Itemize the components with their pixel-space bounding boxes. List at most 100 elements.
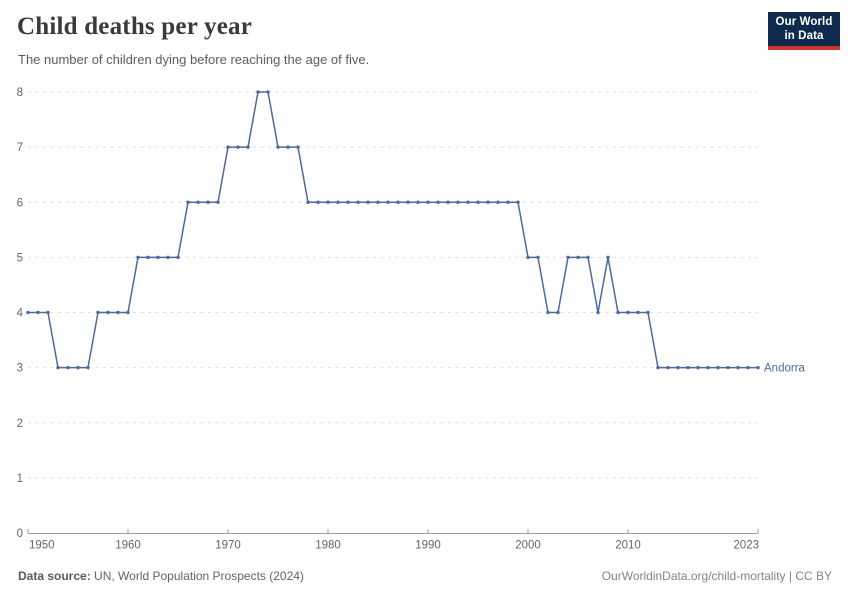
owid-logo[interactable]: Our World in Data <box>768 12 840 50</box>
data-point[interactable] <box>46 310 50 315</box>
chart-footer: Data source: UN, World Population Prospe… <box>18 569 832 583</box>
data-point[interactable] <box>126 310 130 315</box>
data-point[interactable] <box>626 310 630 315</box>
data-point[interactable] <box>516 200 520 204</box>
data-point[interactable] <box>226 145 230 149</box>
data-point[interactable] <box>656 365 660 370</box>
data-point[interactable] <box>716 365 720 370</box>
data-point[interactable] <box>176 255 180 260</box>
data-point[interactable] <box>436 200 440 204</box>
data-point[interactable] <box>86 365 90 370</box>
data-point[interactable] <box>596 310 600 315</box>
data-point[interactable] <box>306 200 310 204</box>
data-point[interactable] <box>236 145 240 149</box>
data-point[interactable] <box>156 255 160 260</box>
data-point[interactable] <box>746 365 750 370</box>
data-point[interactable] <box>686 365 690 370</box>
data-point[interactable] <box>476 200 480 204</box>
data-point[interactable] <box>116 310 120 315</box>
data-point[interactable] <box>286 145 290 149</box>
x-tick-label: 1990 <box>415 540 441 552</box>
owid-logo-box: Our World in Data <box>768 12 840 46</box>
credit-link[interactable]: OurWorldinData.org/child-mortality | CC … <box>601 569 832 583</box>
data-point[interactable] <box>586 255 590 260</box>
data-point[interactable] <box>576 255 580 260</box>
data-point[interactable] <box>36 310 40 315</box>
data-point[interactable] <box>676 365 680 370</box>
data-point[interactable] <box>256 90 260 94</box>
data-point[interactable] <box>546 310 550 315</box>
data-point[interactable] <box>666 365 670 370</box>
axes: 0 1 2 3 4 5 6 7 8 1950 1960 1970 1980 1990 2000 2010 202… <box>17 87 759 552</box>
data-source-note: Data source: UN, World Population Prospe… <box>18 569 304 583</box>
x-tick-label: 1980 <box>315 540 341 552</box>
data-point[interactable] <box>146 255 150 260</box>
data-point[interactable] <box>426 200 430 204</box>
data-point[interactable] <box>336 200 340 204</box>
data-point[interactable] <box>606 255 610 260</box>
y-tick-label: 2 <box>17 418 23 430</box>
data-point[interactable] <box>756 365 760 370</box>
data-point[interactable] <box>406 200 410 204</box>
chart-title: Child deaths per year <box>17 13 252 40</box>
data-point[interactable] <box>106 310 110 315</box>
data-point[interactable] <box>396 200 400 204</box>
gridlines <box>28 91 758 479</box>
data-source-label: Data source: <box>18 569 91 583</box>
data-point[interactable] <box>496 200 500 204</box>
y-tick-label: 1 <box>17 473 23 485</box>
data-point[interactable] <box>66 365 70 370</box>
data-point[interactable] <box>96 310 100 315</box>
data-point[interactable] <box>246 145 250 149</box>
data-point[interactable] <box>486 200 490 204</box>
entity-label-andorra[interactable]: Andorra <box>764 363 806 375</box>
data-point[interactable] <box>456 200 460 204</box>
series-line[interactable] <box>27 91 759 369</box>
data-point[interactable] <box>346 200 350 204</box>
data-point[interactable] <box>166 255 170 260</box>
data-point[interactable] <box>466 200 470 204</box>
data-point[interactable] <box>646 310 650 315</box>
logo-red-bar <box>768 46 840 50</box>
data-point[interactable] <box>266 90 270 94</box>
data-point[interactable] <box>706 365 710 370</box>
data-point[interactable] <box>696 365 700 370</box>
data-point[interactable] <box>616 310 620 315</box>
data-source-value: UN, World Population Prospects (2024) <box>94 569 304 583</box>
y-tick-label: 3 <box>17 363 23 375</box>
data-point[interactable] <box>376 200 380 204</box>
data-point[interactable] <box>206 200 210 204</box>
series-andorra[interactable] <box>26 90 760 370</box>
data-point[interactable] <box>736 365 740 370</box>
data-point[interactable] <box>326 200 330 204</box>
data-point[interactable] <box>296 145 300 149</box>
data-point[interactable] <box>446 200 450 204</box>
data-point[interactable] <box>356 200 360 204</box>
data-point[interactable] <box>386 200 390 204</box>
data-point[interactable] <box>536 255 540 260</box>
data-point[interactable] <box>416 200 420 204</box>
data-point[interactable] <box>506 200 510 204</box>
data-point[interactable] <box>186 200 190 204</box>
data-point[interactable] <box>276 145 280 149</box>
data-point[interactable] <box>26 310 30 315</box>
x-tick-label: 1970 <box>215 540 241 552</box>
y-tick-label: 8 <box>17 87 23 99</box>
data-point[interactable] <box>56 365 60 370</box>
data-point[interactable] <box>636 310 640 315</box>
data-point[interactable] <box>136 255 140 260</box>
x-tick-label: 1960 <box>115 540 141 552</box>
x-tick-label: 2023 <box>733 540 759 552</box>
data-point[interactable] <box>526 255 530 260</box>
x-tick-label: 2000 <box>515 540 541 552</box>
data-point[interactable] <box>556 310 560 315</box>
data-point[interactable] <box>726 365 730 370</box>
data-point[interactable] <box>566 255 570 260</box>
data-point[interactable] <box>316 200 320 204</box>
data-point[interactable] <box>76 365 80 370</box>
data-point[interactable] <box>196 200 200 204</box>
data-point[interactable] <box>216 200 220 204</box>
y-tick-label: 0 <box>17 528 23 540</box>
data-point[interactable] <box>366 200 370 204</box>
